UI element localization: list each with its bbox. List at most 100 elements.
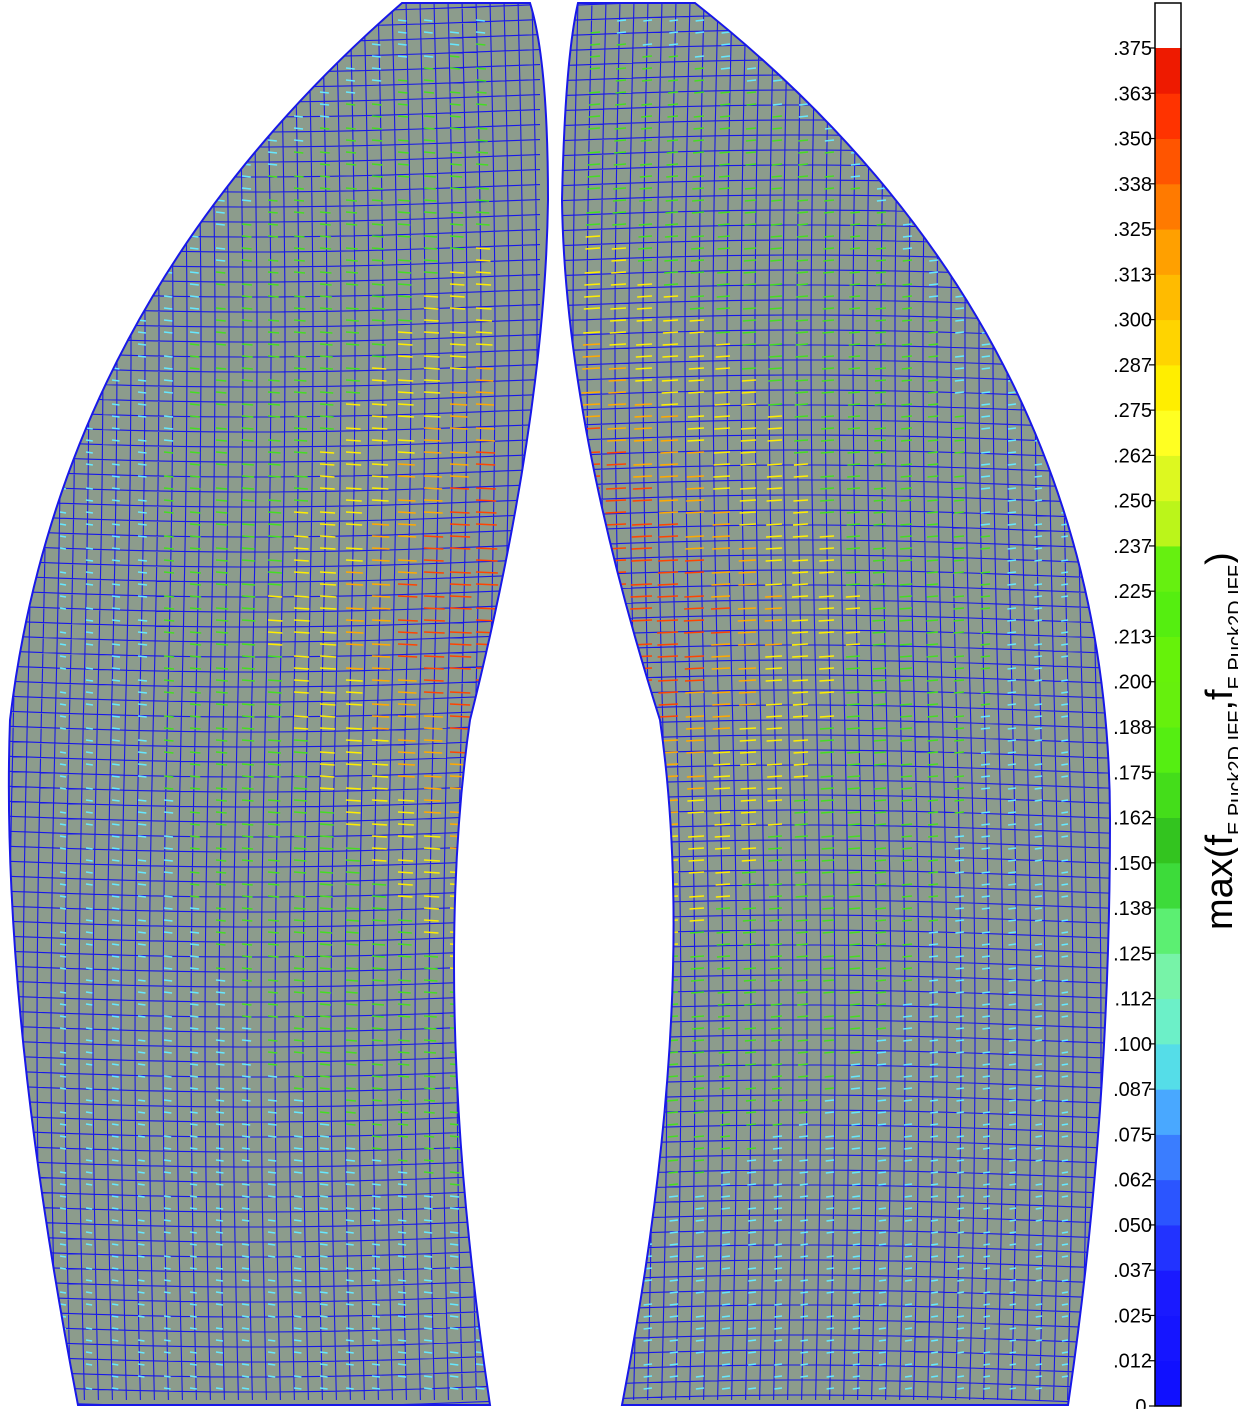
vector-glyph bbox=[397, 211, 411, 214]
vector-glyph bbox=[59, 115, 67, 118]
vector-glyph bbox=[189, 391, 200, 394]
vector-glyph bbox=[475, 823, 495, 826]
vector-glyph bbox=[765, 667, 783, 670]
vector-glyph bbox=[293, 367, 307, 370]
vector-glyph bbox=[59, 1267, 67, 1270]
vector-glyph bbox=[163, 727, 174, 730]
vector-glyph bbox=[686, 739, 705, 742]
vector-glyph bbox=[930, 1171, 939, 1174]
vector-glyph bbox=[241, 679, 255, 682]
vector-glyph bbox=[900, 715, 913, 718]
vector-glyph bbox=[686, 487, 705, 490]
vector-glyph bbox=[768, 379, 783, 382]
vector-glyph bbox=[1035, 1135, 1043, 1138]
vector-glyph bbox=[449, 583, 472, 586]
vector-glyph bbox=[930, 55, 939, 58]
vector-glyph bbox=[59, 247, 67, 250]
vector-glyph bbox=[824, 175, 835, 178]
vector-glyph bbox=[981, 463, 991, 466]
vector-glyph bbox=[345, 1111, 356, 1114]
vector-glyph bbox=[163, 535, 174, 538]
vector-glyph bbox=[397, 511, 416, 514]
vector-glyph bbox=[793, 739, 809, 742]
vector-glyph bbox=[584, 955, 601, 958]
vector-glyph bbox=[215, 1051, 225, 1054]
vector-glyph bbox=[137, 655, 148, 658]
vector-glyph bbox=[319, 595, 337, 598]
vector-glyph bbox=[1008, 331, 1017, 334]
vector-glyph bbox=[267, 559, 282, 562]
vector-glyph bbox=[345, 1207, 355, 1210]
vector-glyph bbox=[137, 919, 146, 922]
colorbar-title-prefix: max(f bbox=[1199, 835, 1238, 930]
vector-glyph bbox=[137, 835, 147, 838]
vector-glyph bbox=[745, 187, 757, 190]
vector-glyph bbox=[846, 523, 861, 526]
vector-glyph bbox=[423, 1015, 437, 1018]
vector-glyph bbox=[189, 523, 201, 526]
vector-glyph bbox=[904, 1363, 913, 1366]
vector-glyph bbox=[449, 511, 470, 514]
vector-glyph bbox=[632, 739, 653, 742]
vector-glyph bbox=[371, 1039, 384, 1042]
vector-glyph bbox=[215, 751, 228, 754]
vector-glyph bbox=[423, 19, 433, 22]
vector-glyph bbox=[293, 1039, 305, 1042]
vector-glyph bbox=[293, 127, 304, 130]
vector-glyph bbox=[267, 979, 279, 982]
vector-glyph bbox=[59, 103, 67, 106]
vector-glyph bbox=[821, 355, 835, 358]
vector-glyph bbox=[955, 259, 965, 262]
vector-glyph bbox=[794, 799, 809, 802]
vector-glyph bbox=[926, 583, 939, 586]
vector-glyph bbox=[449, 175, 463, 178]
vector-glyph bbox=[930, 1123, 939, 1126]
vector-glyph bbox=[738, 643, 757, 646]
vector-glyph bbox=[904, 1315, 913, 1318]
vector-glyph bbox=[876, 247, 887, 250]
vector-glyph bbox=[744, 1039, 757, 1042]
vector-glyph bbox=[744, 211, 757, 214]
vector-glyph bbox=[371, 859, 387, 862]
vector-glyph bbox=[765, 595, 783, 598]
vector-glyph bbox=[163, 1015, 173, 1018]
vector-glyph bbox=[319, 283, 332, 286]
vector-glyph bbox=[475, 703, 498, 706]
vector-glyph bbox=[475, 631, 499, 634]
vector-glyph bbox=[215, 583, 229, 586]
vector-glyph bbox=[85, 739, 94, 742]
vector-glyph bbox=[667, 1123, 679, 1126]
vector-glyph bbox=[1061, 1099, 1069, 1102]
vector-glyph bbox=[765, 703, 783, 706]
vector-glyph bbox=[1035, 199, 1043, 202]
vector-glyph bbox=[423, 475, 442, 478]
vector-glyph bbox=[585, 1003, 601, 1006]
vector-glyph bbox=[423, 1195, 434, 1198]
vector-glyph bbox=[766, 523, 783, 526]
vector-glyph bbox=[631, 559, 653, 562]
vector-glyph bbox=[983, 1267, 991, 1270]
vector-glyph bbox=[111, 787, 120, 790]
vector-glyph bbox=[137, 823, 147, 826]
vector-glyph bbox=[746, 1111, 757, 1114]
vector-glyph bbox=[423, 355, 440, 358]
vector-glyph bbox=[826, 1387, 835, 1390]
vector-glyph bbox=[59, 295, 67, 298]
vector-glyph bbox=[319, 535, 336, 538]
vector-glyph bbox=[345, 787, 362, 790]
vector-glyph bbox=[397, 595, 418, 598]
vector-glyph bbox=[475, 247, 491, 250]
vector-glyph bbox=[589, 67, 601, 70]
vector-glyph bbox=[137, 883, 147, 886]
vector-glyph bbox=[267, 1135, 277, 1138]
vector-glyph bbox=[799, 43, 809, 46]
vector-glyph bbox=[111, 67, 119, 70]
vector-glyph bbox=[475, 439, 495, 442]
colorbar-tick-label: .075 bbox=[1113, 1124, 1152, 1146]
vector-glyph bbox=[267, 991, 279, 994]
vector-glyph bbox=[423, 631, 445, 634]
vector-glyph bbox=[85, 127, 93, 130]
vector-glyph bbox=[741, 391, 757, 394]
vector-glyph bbox=[823, 1015, 835, 1018]
vector-glyph bbox=[744, 1003, 757, 1006]
